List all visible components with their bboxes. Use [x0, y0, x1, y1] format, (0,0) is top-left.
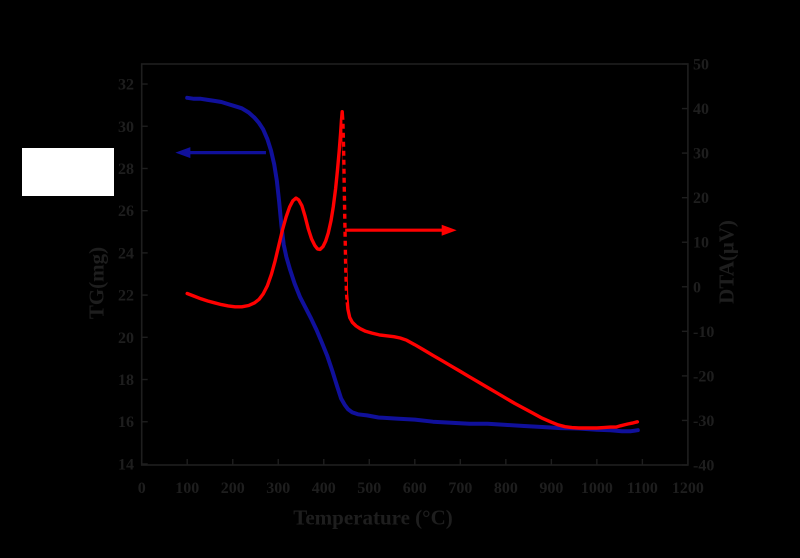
x-tick-label: 0	[138, 480, 146, 497]
left-tick-label: 16	[118, 414, 134, 431]
x-tick-label: 1100	[627, 480, 658, 497]
dta-axis-arrow-head	[441, 224, 457, 236]
x-tick-label: 100	[175, 480, 199, 497]
tg-axis-arrow-head	[175, 147, 191, 159]
right-tick-label: 30	[693, 146, 709, 163]
left-tick-label: 18	[118, 372, 134, 389]
left-tick-label: 26	[118, 203, 134, 220]
right-axis-title: DTA(μV)	[714, 220, 739, 304]
right-tick-label: -20	[693, 368, 714, 385]
right-tick-label: 0	[693, 279, 701, 296]
right-tick-label: 10	[693, 235, 709, 252]
left-tick-label: 28	[118, 161, 134, 178]
plot-frame	[140, 63, 689, 466]
right-tick-label: -30	[693, 413, 714, 430]
right-tick-label: 50	[693, 57, 709, 74]
dta-curve	[185, 109, 640, 430]
right-tick-label: 40	[693, 101, 709, 118]
x-tick-label: 900	[539, 480, 563, 497]
x-tick-label: 500	[357, 480, 381, 497]
x-tick-label: 200	[221, 480, 245, 497]
x-tick-label: 600	[403, 480, 427, 497]
x-axis-title: Temperature (°C)	[293, 505, 453, 530]
left-tick-label: 32	[118, 77, 134, 94]
x-tick-label: 800	[494, 480, 518, 497]
left-tick-label: 30	[118, 119, 134, 136]
x-tick-label: 1000	[581, 480, 613, 497]
right-tick-label: 20	[693, 190, 709, 207]
x-tick-label: 700	[448, 480, 472, 497]
left-tick-label: 20	[118, 330, 134, 347]
left-tick-label: 14	[118, 456, 134, 473]
x-tick-label: 400	[312, 480, 336, 497]
right-tick-label: -10	[693, 324, 714, 341]
left-tick-label: 24	[118, 245, 134, 262]
right-tick-label: -40	[693, 458, 714, 475]
legend-box	[22, 148, 114, 196]
tg-curve	[185, 95, 640, 434]
left-axis-title: TG(mg)	[84, 246, 109, 320]
x-tick-label: 300	[266, 480, 290, 497]
x-tick-label: 1200	[672, 480, 704, 497]
left-tick-label: 22	[118, 288, 134, 305]
